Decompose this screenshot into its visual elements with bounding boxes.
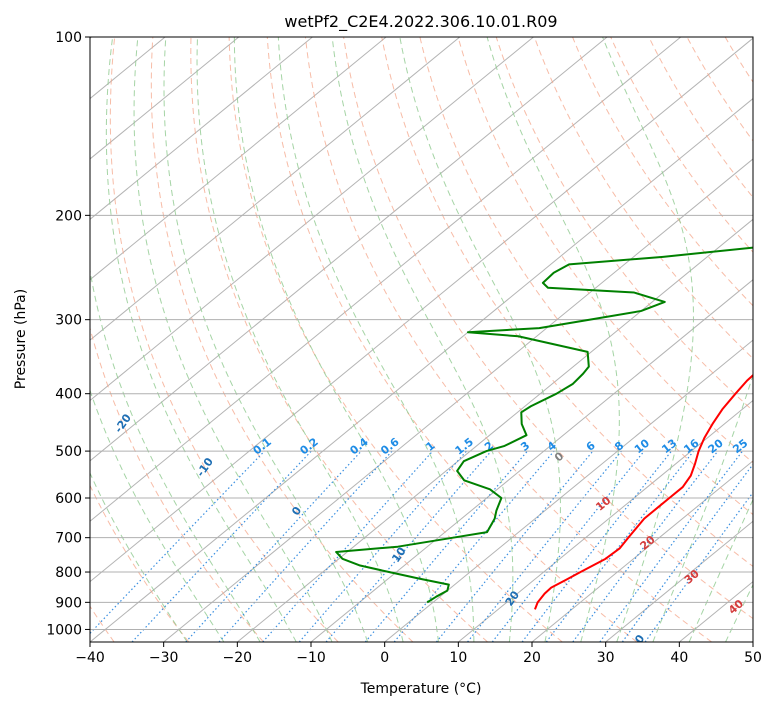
- isotherm-line: [90, 37, 461, 341]
- x-axis-label: Temperature (°C): [360, 681, 482, 697]
- plot-frame: [89, 36, 754, 643]
- mixing-ratio-line: [185, 450, 362, 642]
- x-tick-label: −40: [75, 650, 105, 666]
- dry-adiabat-line: [109, 37, 339, 642]
- y-tick-label: 600: [55, 491, 82, 507]
- dry-adiabat-line: [228, 37, 563, 642]
- x-tick-label: 30: [597, 650, 615, 666]
- dry-adiabat-line: [90, 326, 264, 642]
- mixing-ratio-line: [218, 450, 393, 642]
- isotherm-line: [90, 37, 387, 281]
- plot-area: 0.10.20.40.611.52346810131620253036-100-…: [90, 37, 771, 652]
- mixing-ratio-line: [393, 450, 555, 642]
- moist-adiabats: [90, 37, 753, 642]
- isobars: [90, 37, 753, 630]
- y-axis-label: Pressure (hPa): [13, 289, 29, 389]
- y-tick-label: 800: [55, 565, 82, 581]
- isotherm-line: [458, 399, 753, 642]
- moist-adiabat-line: [486, 37, 620, 642]
- dry-adiabat-line: [419, 37, 753, 516]
- moist-adiabat-line: [331, 37, 514, 642]
- mixing-ratio-lines: [90, 450, 753, 642]
- isotherm-line: [605, 520, 753, 642]
- dry-adiabat-line: [150, 37, 414, 642]
- dewpoint-line: [335, 246, 753, 604]
- isotherm-line: [90, 37, 608, 462]
- dry-adiabat-label: 30: [628, 632, 648, 652]
- dry-adiabat-line: [343, 37, 753, 620]
- moist-adiabat-line: [105, 37, 297, 642]
- isotherm-line: [90, 37, 682, 522]
- y-axis-ticks: 100 200 300 400 500 600 700 800 900 1000: [46, 30, 90, 638]
- mixing-ratio-line: [644, 491, 753, 642]
- chart-title: wetPf2_C2E4.2022.306.10.01.R09: [284, 12, 557, 32]
- dry-adiabat-line: [381, 37, 753, 568]
- moist-adiabat-line: [196, 37, 404, 642]
- y-tick-label: 200: [55, 208, 82, 224]
- mixing-ratio-line: [621, 463, 753, 642]
- x-axis-ticks: −40 −30 −20 −10 0 10 20 30 40 50: [75, 642, 762, 666]
- mixing-ratio-line: [491, 450, 645, 642]
- y-tick-label: 700: [55, 531, 82, 547]
- isotherm-line: [90, 37, 753, 583]
- x-tick-label: 50: [744, 650, 762, 666]
- y-tick-label: 900: [55, 595, 82, 611]
- profiles: [335, 246, 753, 610]
- isotherm-line: [90, 97, 753, 642]
- dry-adiabat-line: [572, 37, 753, 307]
- dry-adiabat-line: [533, 37, 753, 360]
- x-tick-label: 10: [449, 650, 467, 666]
- isotherm-line: [90, 37, 240, 160]
- mixing-ratio-line: [435, 450, 594, 642]
- moist-adiabat-line: [277, 37, 475, 642]
- x-tick-label: −10: [296, 650, 326, 666]
- isotherm-line: [90, 37, 313, 220]
- isotherm-line: [384, 339, 753, 642]
- moist-adiabat-line: [133, 37, 333, 642]
- mixing-ratio-line: [262, 450, 434, 642]
- mixing-ratio-line: [521, 450, 672, 642]
- mixing-ratio-line: [364, 450, 528, 642]
- dry-adiabat-line: [266, 37, 638, 642]
- isotherm-line: [237, 218, 753, 642]
- mixing-ratio-line: [467, 450, 622, 642]
- x-tick-label: 0: [380, 650, 389, 666]
- isotherm-line: [90, 37, 534, 402]
- x-tick-label: 20: [523, 650, 541, 666]
- y-tick-label: 100: [55, 30, 82, 46]
- x-tick-label: −30: [149, 650, 179, 666]
- dry-adiabat-line: [457, 37, 753, 464]
- isotherm-line: [531, 460, 753, 642]
- x-tick-label: −20: [223, 650, 253, 666]
- moist-adiabat-line: [90, 267, 261, 642]
- dry-adiabat-line: [648, 37, 753, 199]
- x-tick-label: 40: [670, 650, 688, 666]
- y-tick-label: 300: [55, 313, 82, 329]
- dry-adiabat-line: [90, 484, 190, 642]
- y-tick-label: 500: [55, 444, 82, 460]
- dry-adiabat-line: [304, 37, 713, 642]
- moist-adiabat-line: [652, 373, 753, 642]
- mixing-ratio-line: [545, 450, 695, 642]
- mixing-ratio-label: 30: [751, 436, 771, 456]
- moist-adiabat-line: [163, 37, 369, 642]
- y-tick-label: 1000: [46, 622, 82, 638]
- dry-adiabat-line: [495, 37, 753, 412]
- temperature-line: [534, 373, 753, 610]
- moist-adiabat-line: [399, 37, 561, 642]
- y-tick-label: 400: [55, 387, 82, 403]
